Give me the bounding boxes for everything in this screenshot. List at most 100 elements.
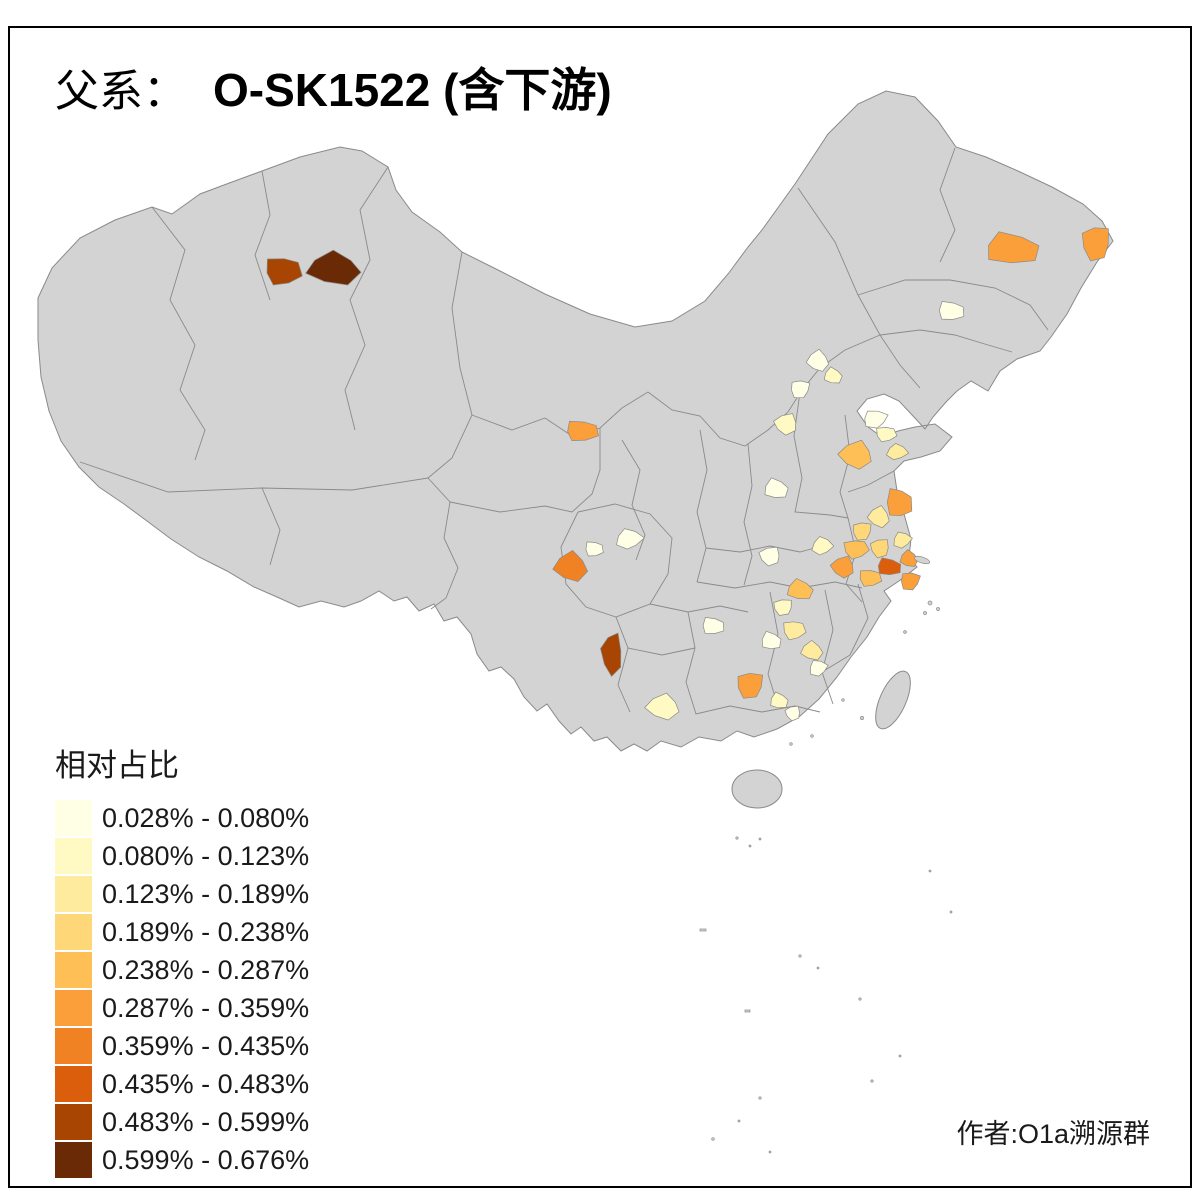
prefecture-patch	[864, 410, 889, 429]
legend-label: 0.483% - 0.599%	[102, 1106, 310, 1137]
small-island	[928, 869, 932, 873]
small-island	[737, 1119, 741, 1123]
legend-swatch	[55, 838, 92, 874]
legend-label: 0.028% - 0.080%	[102, 802, 310, 833]
province-border-line	[821, 654, 851, 673]
small-island	[936, 607, 940, 611]
prefecture-patch	[266, 258, 303, 286]
province-border-line	[743, 443, 753, 586]
small-island	[735, 836, 739, 840]
small-island	[898, 1054, 902, 1058]
small-island	[870, 1079, 874, 1083]
legend-swatch	[55, 990, 92, 1026]
map-title: 父系： O-SK1522 (含下游)	[55, 54, 612, 120]
small-island	[699, 928, 707, 932]
prefecture-patch	[644, 692, 680, 721]
province-border-line	[427, 251, 473, 479]
prefecture-patch	[567, 420, 599, 441]
legend-swatch	[55, 876, 92, 912]
province-border-line	[151, 206, 206, 461]
title-prefix: 父系：	[55, 67, 187, 116]
title-main: O-SK1522 (含下游)	[213, 64, 612, 116]
legend-swatch	[55, 1066, 92, 1102]
small-island	[758, 1096, 762, 1100]
prefecture-patch	[783, 621, 807, 641]
prefecture-patch	[1081, 227, 1109, 262]
province-border-line	[427, 477, 459, 610]
province-border-line	[857, 279, 1049, 331]
province-border-line	[849, 583, 869, 656]
legend-row: 0.359% - 0.435%	[55, 1028, 309, 1064]
prefecture-patch	[758, 546, 780, 567]
prefecture-patch	[761, 630, 782, 650]
province-border-line	[254, 170, 271, 301]
legend-label: 0.599% - 0.676%	[102, 1144, 310, 1175]
legend-row: 0.599% - 0.676%	[55, 1142, 309, 1178]
legend-label: 0.238% - 0.287%	[102, 954, 310, 985]
small-island	[768, 1150, 772, 1154]
legend-row: 0.080% - 0.123%	[55, 838, 309, 874]
legend-label: 0.359% - 0.435%	[102, 1030, 310, 1061]
province-border-line	[705, 545, 823, 553]
legend-label: 0.189% - 0.238%	[102, 916, 310, 947]
province-border-line	[879, 329, 1013, 353]
small-island	[903, 630, 907, 634]
prefecture-patch	[737, 672, 764, 699]
china-mainland	[37, 90, 1114, 752]
legend-row: 0.287% - 0.359%	[55, 990, 309, 1026]
small-island	[789, 742, 793, 746]
legend-label: 0.080% - 0.123%	[102, 840, 310, 871]
province-border-line	[685, 611, 821, 715]
province-border-line	[696, 581, 863, 589]
legend-swatch	[55, 1028, 92, 1064]
province-border-line	[821, 589, 834, 705]
taiwan-island	[875, 670, 911, 730]
legend-rows: 0.028% - 0.080% 0.080% - 0.123% 0.123% - 0…	[55, 800, 309, 1178]
province-border-line	[696, 429, 708, 583]
prefecture-patch	[784, 705, 800, 722]
province-border-line	[615, 616, 631, 713]
legend-swatch	[55, 1142, 92, 1178]
province-border-line	[939, 147, 956, 263]
small-island	[858, 997, 862, 1001]
province-border-line	[627, 647, 696, 656]
hainan-island	[731, 769, 783, 809]
legend-row: 0.238% - 0.287%	[55, 952, 309, 988]
prefecture-patch	[859, 570, 883, 587]
small-island	[744, 1009, 751, 1013]
prefecture-patch	[800, 639, 824, 661]
legend-label: 0.435% - 0.483%	[102, 1068, 310, 1099]
prefecture-patch	[773, 599, 792, 616]
prefecture-patch	[786, 578, 814, 600]
province-border-line	[649, 603, 749, 613]
prefecture-patch	[616, 528, 645, 550]
province-border-line	[767, 591, 779, 707]
prefecture-patch	[811, 536, 835, 556]
small-island	[816, 966, 820, 970]
legend-label: 0.287% - 0.359%	[102, 992, 310, 1023]
small-island	[923, 611, 927, 615]
prefecture-patch	[837, 439, 872, 470]
prefecture-patch	[791, 380, 811, 399]
prefecture-patch	[805, 348, 830, 372]
province-border-line	[449, 428, 601, 513]
small-island	[860, 716, 864, 720]
province-border-line	[847, 470, 895, 493]
legend-swatch	[55, 1104, 92, 1140]
province-border-line	[261, 487, 281, 566]
small-island	[711, 1137, 715, 1141]
prefecture-patch	[853, 522, 872, 541]
prefecture-patch	[877, 557, 902, 576]
prefecture-patch	[810, 660, 829, 677]
small-islands	[699, 555, 953, 1154]
small-island	[810, 734, 814, 738]
small-island	[748, 844, 752, 848]
legend-swatch	[55, 800, 92, 836]
province-border-line	[647, 334, 881, 447]
legend-swatch	[55, 914, 92, 950]
small-island	[841, 698, 845, 702]
prefecture-patch	[773, 413, 797, 436]
small-island	[949, 910, 953, 914]
province-border-line	[344, 166, 389, 431]
